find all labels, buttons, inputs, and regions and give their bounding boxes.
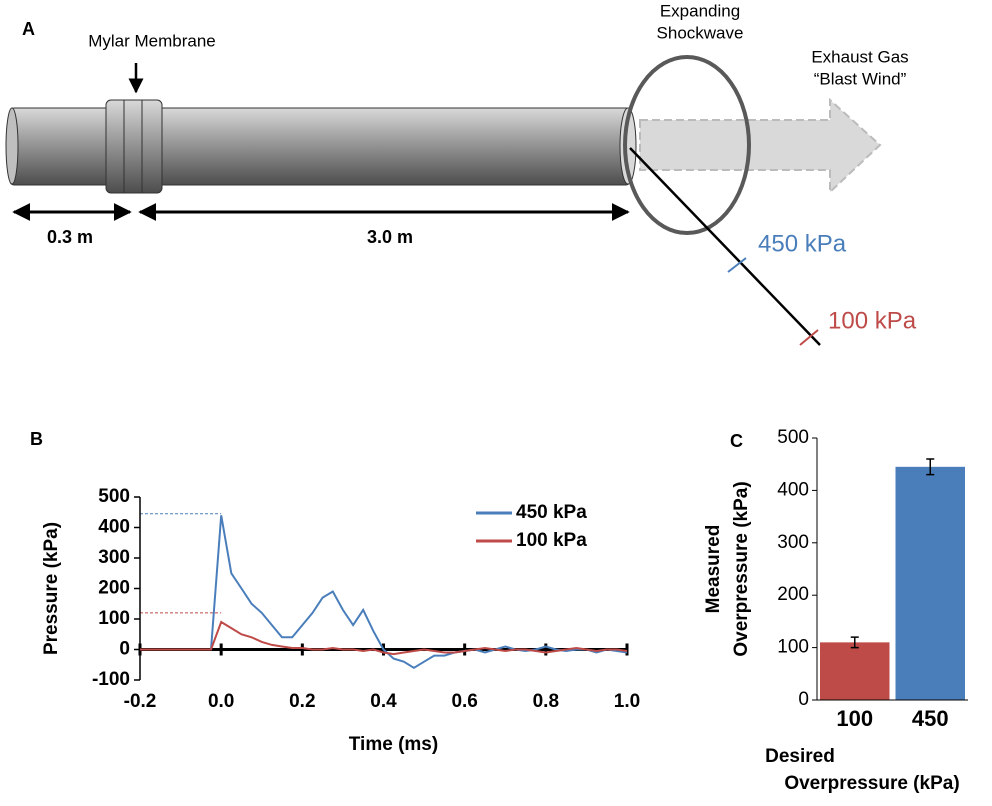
y-tick-label: 0 xyxy=(798,689,809,710)
x-tick-label: 0.8 xyxy=(533,691,559,712)
tube-end xyxy=(5,107,19,185)
error-bar xyxy=(926,458,935,476)
y-tick-label: 300 xyxy=(98,547,130,568)
y-tick-label: 500 xyxy=(777,427,809,448)
data-line xyxy=(140,515,628,669)
exhaust-label: Exhaust Gas xyxy=(811,47,908,66)
collar xyxy=(105,99,163,194)
y-tick-label: 200 xyxy=(777,584,809,605)
error-bar xyxy=(850,636,859,649)
y-tick-label: 300 xyxy=(777,532,809,553)
x-tick-label: 0.4 xyxy=(370,691,397,712)
diagram: A Mylar Membrane Expanding Shockwave Exh… xyxy=(5,1,917,346)
dimension-label: 0.3 m xyxy=(47,227,93,247)
bar xyxy=(820,642,890,700)
data-line xyxy=(140,620,628,656)
x-tick-label: 0.0 xyxy=(208,691,234,712)
shockwave xyxy=(623,55,751,235)
legend-label: 450 kPa xyxy=(516,502,587,523)
y-tick-label: 400 xyxy=(98,517,130,538)
sensor-label: 450 kPa xyxy=(758,230,847,257)
sensor-label: 100 kPa xyxy=(828,307,917,334)
shockwave-label: Expanding xyxy=(660,1,740,20)
y-tick-label: -100 xyxy=(92,669,130,690)
dimension-label: 3.0 m xyxy=(367,227,413,247)
shockwave-label: Shockwave xyxy=(657,23,744,42)
x-tick-label: 1.0 xyxy=(614,691,640,712)
y-axis-label: Pressure (kPa) xyxy=(41,522,62,655)
y-axis-label: Overpressure (kPa) xyxy=(731,481,752,656)
y-tick-label: 100 xyxy=(777,637,809,658)
panel-label: B xyxy=(30,429,43,449)
sensor-tick xyxy=(799,329,819,346)
y-tick-label: 200 xyxy=(98,578,130,599)
x-tick-label: -0.2 xyxy=(124,691,157,712)
tube-mouth xyxy=(619,107,637,185)
x-axis-label: Overpressure (kPa) xyxy=(784,773,959,794)
bar xyxy=(895,466,965,700)
x-axis-label: Desired xyxy=(765,746,835,767)
exhaust-label: “Blast Wind” xyxy=(814,69,907,88)
x-tick-label: 0.2 xyxy=(289,691,315,712)
membrane-label: Mylar Membrane xyxy=(88,31,216,50)
x-tick-label: 450 xyxy=(912,706,949,731)
legend-label: 100 kPa xyxy=(516,530,587,551)
exhaust-arrow xyxy=(639,97,882,195)
sensor-tick xyxy=(727,257,747,273)
y-tick-label: 100 xyxy=(98,608,130,629)
x-axis-label: Time (ms) xyxy=(349,734,438,755)
x-tick-label: 0.6 xyxy=(451,691,477,712)
panel-label: C xyxy=(730,431,743,451)
y-tick-label: 500 xyxy=(98,486,130,507)
panel-label: A xyxy=(22,19,35,39)
x-tick-label: 100 xyxy=(836,706,873,731)
sensor-line xyxy=(629,147,821,346)
tube xyxy=(9,107,631,186)
y-tick-label: 400 xyxy=(777,479,809,500)
y-tick-label: 0 xyxy=(119,639,130,660)
y-axis-label: Measured xyxy=(703,525,724,614)
